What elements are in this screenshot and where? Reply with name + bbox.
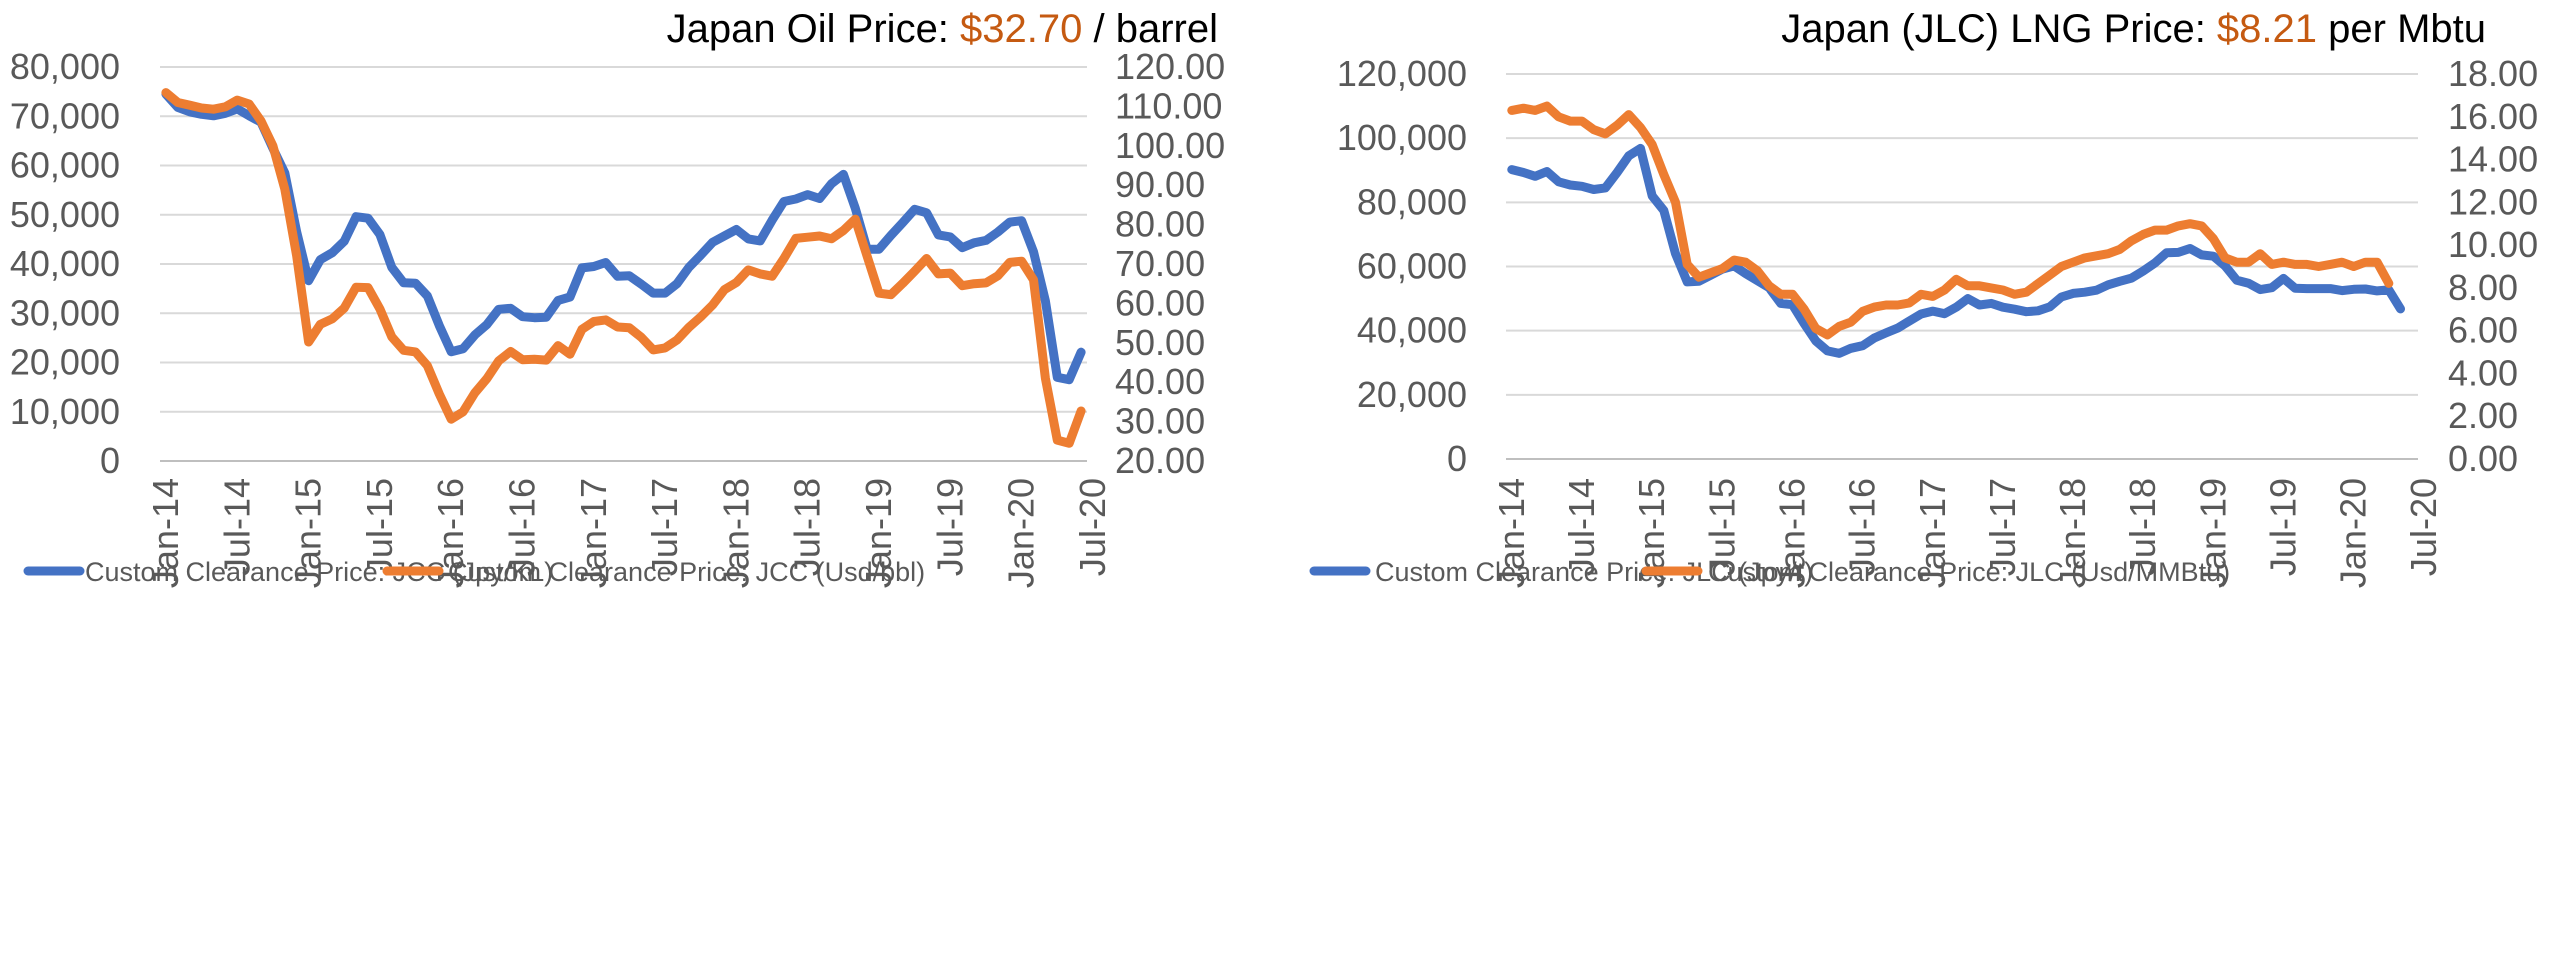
right-axis-tick-label: 4.00 xyxy=(2448,352,2518,393)
x-axis-tick-label: Jul-18 xyxy=(2122,478,2163,576)
legend-label: Custom Clearance Price: JCC (Jpy/KL) xyxy=(85,557,553,587)
x-axis-tick-label: Jul-18 xyxy=(787,478,828,576)
left-axis-tick-label: 20,000 xyxy=(1357,374,1467,415)
chart-title: Japan Oil Price: $32.70 / barrel xyxy=(667,7,1218,51)
right-axis-tick-label: 120.00 xyxy=(1115,46,1225,87)
x-axis-tick-label: Jan-18 xyxy=(715,478,756,588)
legend-label: Custom Clearance Price: JLC (Usd/MMBtu) xyxy=(1708,557,2230,587)
right-axis-tick-label: 12.00 xyxy=(2448,181,2538,222)
right-axis-tick-label: 0.00 xyxy=(2448,438,2518,479)
left-axis-tick-label: 60,000 xyxy=(10,145,120,186)
right-axis-tick-label: 100.00 xyxy=(1115,125,1225,166)
right-axis-tick-label: 40.00 xyxy=(1115,361,1205,402)
right-axis-tick-label: 90.00 xyxy=(1115,164,1205,205)
right-axis-tick-label: 70.00 xyxy=(1115,243,1205,284)
right-axis-tick-label: 16.00 xyxy=(2448,96,2538,137)
right-axis-tick-label: 2.00 xyxy=(2448,395,2518,436)
right-axis-tick-label: 14.00 xyxy=(2448,139,2538,180)
x-axis-tick-label: Jul-17 xyxy=(644,478,685,576)
right-axis-tick-label: 60.00 xyxy=(1115,282,1205,323)
x-axis-tick-label: Jan-14 xyxy=(145,478,186,588)
oil-price-chart: 0 10,000 20,000 30,000 40,000 50,000 60,000 70,… xyxy=(10,7,1225,588)
lng-price-chart: 0 20,000 40,000 60,000 80,000 100,000 120,000 0… xyxy=(1309,7,2538,588)
oil-chart-panel: 0 10,000 20,000 30,000 40,000 50,000 60,000 70,… xyxy=(0,0,1287,979)
x-axis-tick-label: Jul-14 xyxy=(216,478,257,576)
x-axis-tick-label: Jul-16 xyxy=(1842,478,1883,576)
left-axis-tick-label: 80,000 xyxy=(10,46,120,87)
left-axis-tick-label: 80,000 xyxy=(1357,181,1467,222)
x-axis-tick-label: Jul-17 xyxy=(1982,478,2023,576)
x-axis-tick-label: Jan-20 xyxy=(1001,478,1042,588)
x-axis-tick-label: Jan-18 xyxy=(2052,478,2093,588)
left-axis-tick-label: 50,000 xyxy=(10,194,120,235)
series-line-right-axis xyxy=(161,88,1086,448)
left-axis-tick-label: 120,000 xyxy=(1337,53,1467,94)
right-axis-tick-label: 80.00 xyxy=(1115,204,1205,245)
left-axis-tick-label: 70,000 xyxy=(10,95,120,136)
x-axis-tick-label: Jul-15 xyxy=(359,478,400,576)
right-axis-tick-label: 110.00 xyxy=(1115,85,1222,126)
x-axis-tick-label: Jan-19 xyxy=(858,478,899,588)
left-axis-tick-label: 60,000 xyxy=(1357,246,1467,287)
series-line-right-axis xyxy=(1507,101,2394,340)
right-axis-tick-label: 30.00 xyxy=(1115,401,1205,442)
x-axis-tick-label: Jan-20 xyxy=(2333,478,2374,588)
right-axis-tick-label: 10.00 xyxy=(2448,224,2538,265)
x-axis-tick-label: Jul-16 xyxy=(501,478,542,576)
left-axis-tick-label: 10,000 xyxy=(10,391,120,432)
left-axis-tick-label: 30,000 xyxy=(10,292,120,333)
left-axis-tick-label: 0 xyxy=(100,440,120,481)
series-line-left-axis xyxy=(1507,143,2405,358)
right-axis-tick-label: 8.00 xyxy=(2448,267,2518,308)
left-axis-tick-label: 0 xyxy=(1447,438,1467,479)
right-axis-tick-label: 6.00 xyxy=(2448,310,2518,351)
left-axis-tick-label: 20,000 xyxy=(10,342,120,383)
left-axis-tick-label: 100,000 xyxy=(1337,117,1467,158)
x-axis-tick-label: Jan-17 xyxy=(1912,478,1953,588)
left-axis-tick-label: 40,000 xyxy=(10,243,120,284)
left-axis-tick-label: 40,000 xyxy=(1357,310,1467,351)
x-axis-tick-label: Jan-17 xyxy=(573,478,614,588)
right-axis-tick-label: 20.00 xyxy=(1115,440,1205,481)
series-line-left-axis xyxy=(161,89,1086,385)
x-axis-tick-label: Jan-14 xyxy=(1491,478,1532,588)
right-axis-tick-label: 18.00 xyxy=(2448,53,2538,94)
x-axis-tick-label: Jan-15 xyxy=(288,478,329,588)
right-axis-tick-label: 50.00 xyxy=(1115,322,1205,363)
x-axis-tick-label: Jan-16 xyxy=(1771,478,1812,588)
chart-title: Japan (JLC) LNG Price: $8.21 per Mbtu xyxy=(1781,7,2486,51)
x-axis-tick-label: Jan-19 xyxy=(2192,478,2233,588)
lng-chart-panel: 0 20,000 40,000 60,000 80,000 100,000 120,000 0… xyxy=(1288,0,2575,979)
x-axis-tick-label: Jul-20 xyxy=(1072,478,1113,576)
x-axis-tick-label: Jul-19 xyxy=(929,478,970,576)
x-axis-tick-label: Jul-14 xyxy=(1561,478,1602,576)
x-axis-tick-label: Jul-15 xyxy=(1701,478,1742,576)
legend-label: Custom Clearance Price: JCC (Usd/bbl) xyxy=(448,557,925,587)
x-axis-tick-label: Jul-20 xyxy=(2403,478,2444,576)
legend-label: Custom Clearance Price: JLC (Jpy/t) xyxy=(1375,557,1813,587)
x-axis-tick-label: Jul-19 xyxy=(2263,478,2304,576)
